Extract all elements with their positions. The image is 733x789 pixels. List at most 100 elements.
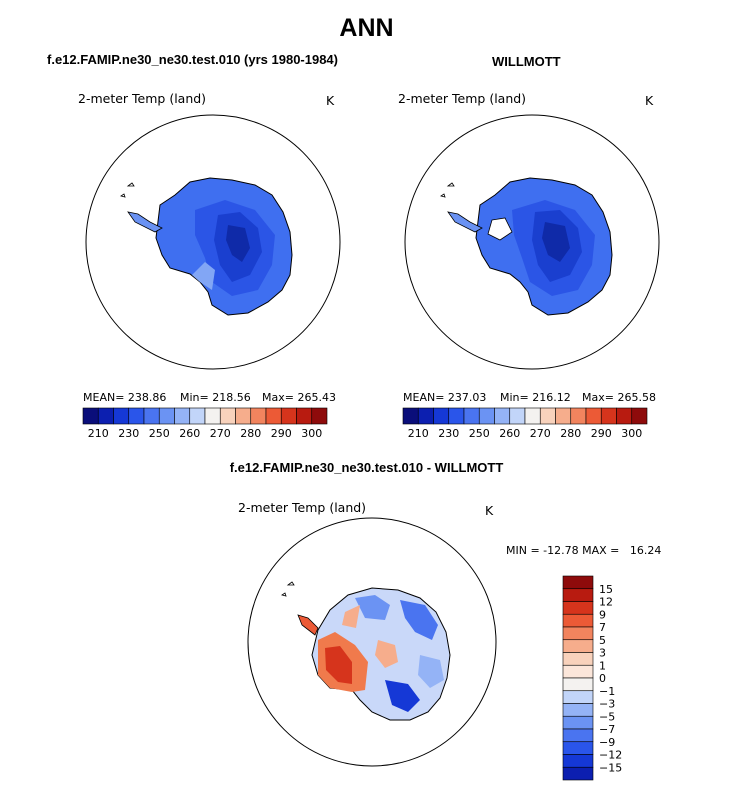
model-colorbar-box <box>143 407 160 425</box>
model-colorbar-box <box>113 407 130 425</box>
diff-map-border <box>247 517 497 767</box>
diff-colorbar-box <box>562 715 594 730</box>
model-colorbar-box <box>296 407 313 425</box>
model-colorbar-box <box>235 407 252 425</box>
diff-colorbar-tick-label: 0 <box>599 672 606 685</box>
model-colorbar-box <box>158 407 175 425</box>
diff-map <box>297 587 451 721</box>
model-colorbar-box <box>311 407 328 425</box>
model-colorbar-tick-label: 250 <box>149 427 170 440</box>
diff-colorbar-tick-label: −9 <box>599 736 615 749</box>
obs-map-border <box>404 114 660 370</box>
diff-colorbar-tick-label: −1 <box>599 685 615 698</box>
model-max-stat: Max= 265.43 <box>262 391 336 404</box>
obs-peninsula <box>447 211 483 233</box>
diff-colorbar-tick-label: −12 <box>599 749 622 762</box>
diff-colorbar-tick-label: −3 <box>599 698 615 711</box>
model-colorbar-tick-label: 210 <box>88 427 109 440</box>
model-peninsula <box>127 211 163 233</box>
model-colorbar-box <box>97 407 114 425</box>
diff-colorbar-tick-label: −7 <box>599 723 615 736</box>
diff-colorbar-tick-label: 7 <box>599 621 606 634</box>
obs-map <box>447 177 613 316</box>
obs-panel-title: WILLMOTT <box>492 54 561 69</box>
diff-colorbar-tick-label: 5 <box>599 634 606 647</box>
model-map <box>127 177 293 316</box>
obs-colorbar: 210 230 250 260 270 280 290 300 <box>402 407 648 440</box>
diff-minmax-stat: MIN = -12.78 MAX = 16.24 <box>506 544 662 557</box>
model-colorbar-tick-label: 260 <box>179 427 200 440</box>
model-min-stat: Min= 218.56 <box>180 391 251 404</box>
diff-colorbar-box <box>562 601 594 615</box>
obs-colorbar-tick-label: 290 <box>591 427 612 440</box>
diff-colorbar-tick-label: −15 <box>599 761 622 774</box>
diff-colorbar-box <box>562 703 594 717</box>
model-islands <box>120 182 135 198</box>
diff-panel-title: f.e12.FAMIP.ne30_ne30.test.010 - WILLMOT… <box>229 460 504 475</box>
diff-colorbar-box <box>562 639 594 653</box>
model-colorbar-box <box>128 407 145 425</box>
page-title: ANN <box>339 14 394 42</box>
obs-colorbar-box <box>570 407 587 425</box>
model-colorbar-box <box>189 407 206 425</box>
obs-colorbar-tick-label: 270 <box>530 427 551 440</box>
model-colorbar-box <box>280 407 297 425</box>
obs-ice-shelf-gap <box>487 217 513 241</box>
obs-colorbar-tick-label: 260 <box>499 427 520 440</box>
obs-colorbar-box <box>494 407 511 425</box>
obs-colorbar-tick-label: 280 <box>560 427 581 440</box>
diff-colorbar-tick-label: 1 <box>599 659 606 672</box>
model-colorbar-box <box>204 407 221 425</box>
obs-colorbar-box <box>478 407 495 425</box>
diff-colorbar-tick-label: −5 <box>599 710 615 723</box>
model-colorbar-box <box>219 407 236 425</box>
obs-colorbar-tick-label: 210 <box>408 427 429 440</box>
model-colorbar-tick-label: 300 <box>301 427 322 440</box>
obs-colorbar-box <box>616 407 633 425</box>
diff-colorbar-box <box>562 766 594 781</box>
diff-colorbar-box <box>562 626 594 641</box>
diff-units-label: K <box>485 503 494 518</box>
obs-mean-stat: MEAN= 237.03 <box>403 391 487 404</box>
model-colorbar-box <box>265 407 282 425</box>
obs-islands <box>440 182 455 198</box>
diff-colorbar-box <box>562 677 594 692</box>
obs-colorbar-box <box>509 407 526 425</box>
diff-variable-label: 2-meter Temp (land) <box>238 500 367 515</box>
obs-colorbar-tick-label: 230 <box>438 427 459 440</box>
model-map-border <box>85 114 341 370</box>
model-colorbar-box <box>82 407 99 425</box>
obs-colorbar-box <box>524 407 541 425</box>
diff-colorbar-tick-label: 12 <box>599 596 613 609</box>
model-colorbar-tick-label: 270 <box>210 427 231 440</box>
model-colorbar-box <box>174 407 191 425</box>
obs-colorbar-box <box>539 407 556 425</box>
model-colorbar: 210 230 250 260 270 280 290 300 <box>82 407 328 440</box>
diff-colorbar-box <box>562 575 594 590</box>
diff-colorbar-box <box>562 741 594 755</box>
obs-variable-label: 2-meter Temp (land) <box>398 91 527 106</box>
model-colorbar-tick-label: 280 <box>240 427 261 440</box>
obs-colorbar-box <box>448 407 465 425</box>
model-colorbar-tick-label: 290 <box>271 427 292 440</box>
obs-colorbar-box <box>433 407 450 425</box>
diff-colorbar-box <box>562 728 594 743</box>
diff-colorbar-box <box>562 664 594 679</box>
diff-colorbar-box <box>562 690 594 704</box>
diff-colorbar-tick-label: 3 <box>599 647 606 660</box>
diff-colorbar-box <box>562 588 594 602</box>
obs-colorbar-box <box>463 407 480 425</box>
obs-max-stat: Max= 265.58 <box>582 391 656 404</box>
diff-colorbar-box <box>562 754 594 768</box>
model-mean-stat: MEAN= 238.86 <box>83 391 167 404</box>
model-panel-title: f.e12.FAMIP.ne30_ne30.test.010 (yrs 1980… <box>47 52 338 67</box>
diff-colorbar-box <box>562 613 594 628</box>
obs-colorbar-tick-label: 300 <box>621 427 642 440</box>
obs-units-label: K <box>645 93 654 108</box>
diff-peninsula <box>297 614 319 636</box>
obs-colorbar-box <box>417 407 434 425</box>
obs-colorbar-box <box>585 407 602 425</box>
obs-colorbar-box <box>600 407 617 425</box>
